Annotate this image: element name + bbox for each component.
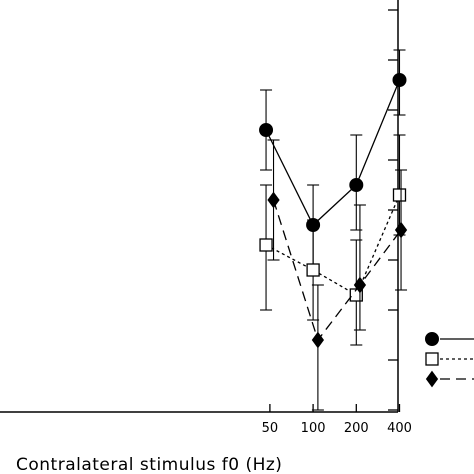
series-0-point-3 — [392, 73, 407, 87]
series-2-point-2 — [353, 276, 367, 294]
legend-marker-2 — [425, 370, 439, 388]
legend-entry-1 — [425, 352, 474, 366]
series-2-line — [272, 199, 402, 342]
legend-entry-0 — [425, 332, 474, 346]
series-2-point-0 — [267, 191, 280, 209]
series-1-point-1 — [306, 263, 320, 277]
legend-marker-0 — [425, 332, 439, 346]
series-0 — [259, 49, 407, 266]
legend-marker-1 — [425, 352, 439, 366]
series-2-point-3 — [394, 221, 408, 239]
series-1-point-3 — [392, 188, 407, 202]
legend-entry-2 — [425, 370, 474, 388]
x-tick-label-3: 400 — [387, 421, 412, 436]
series-2-point-1 — [311, 331, 325, 349]
x-axis-label: Contralateral stimulus f0 (Hz) — [16, 455, 282, 474]
y-axis-ticks — [388, 9, 398, 411]
series-1-errorbar-3 — [393, 134, 406, 236]
series-0-line — [265, 79, 401, 227]
series-0-point-0 — [259, 123, 274, 137]
series-1-line — [265, 194, 401, 296]
x-tick-label-1: 100 — [301, 421, 326, 436]
series-0-point-2 — [349, 178, 364, 192]
x-tick-label-2: 200 — [344, 421, 369, 436]
series-2-errorbar-2 — [353, 204, 366, 331]
axes-frame — [0, 0, 399, 413]
series-layer — [259, 49, 408, 411]
x-axis-ticks — [269, 404, 401, 412]
legend — [425, 332, 474, 388]
series-1-point-0 — [259, 238, 273, 252]
x-tick-label-0: 50 — [262, 421, 279, 436]
x-axis-tick-labels: 50 100 200 400 — [262, 421, 412, 436]
series-1 — [259, 134, 407, 346]
series-2 — [267, 139, 408, 411]
